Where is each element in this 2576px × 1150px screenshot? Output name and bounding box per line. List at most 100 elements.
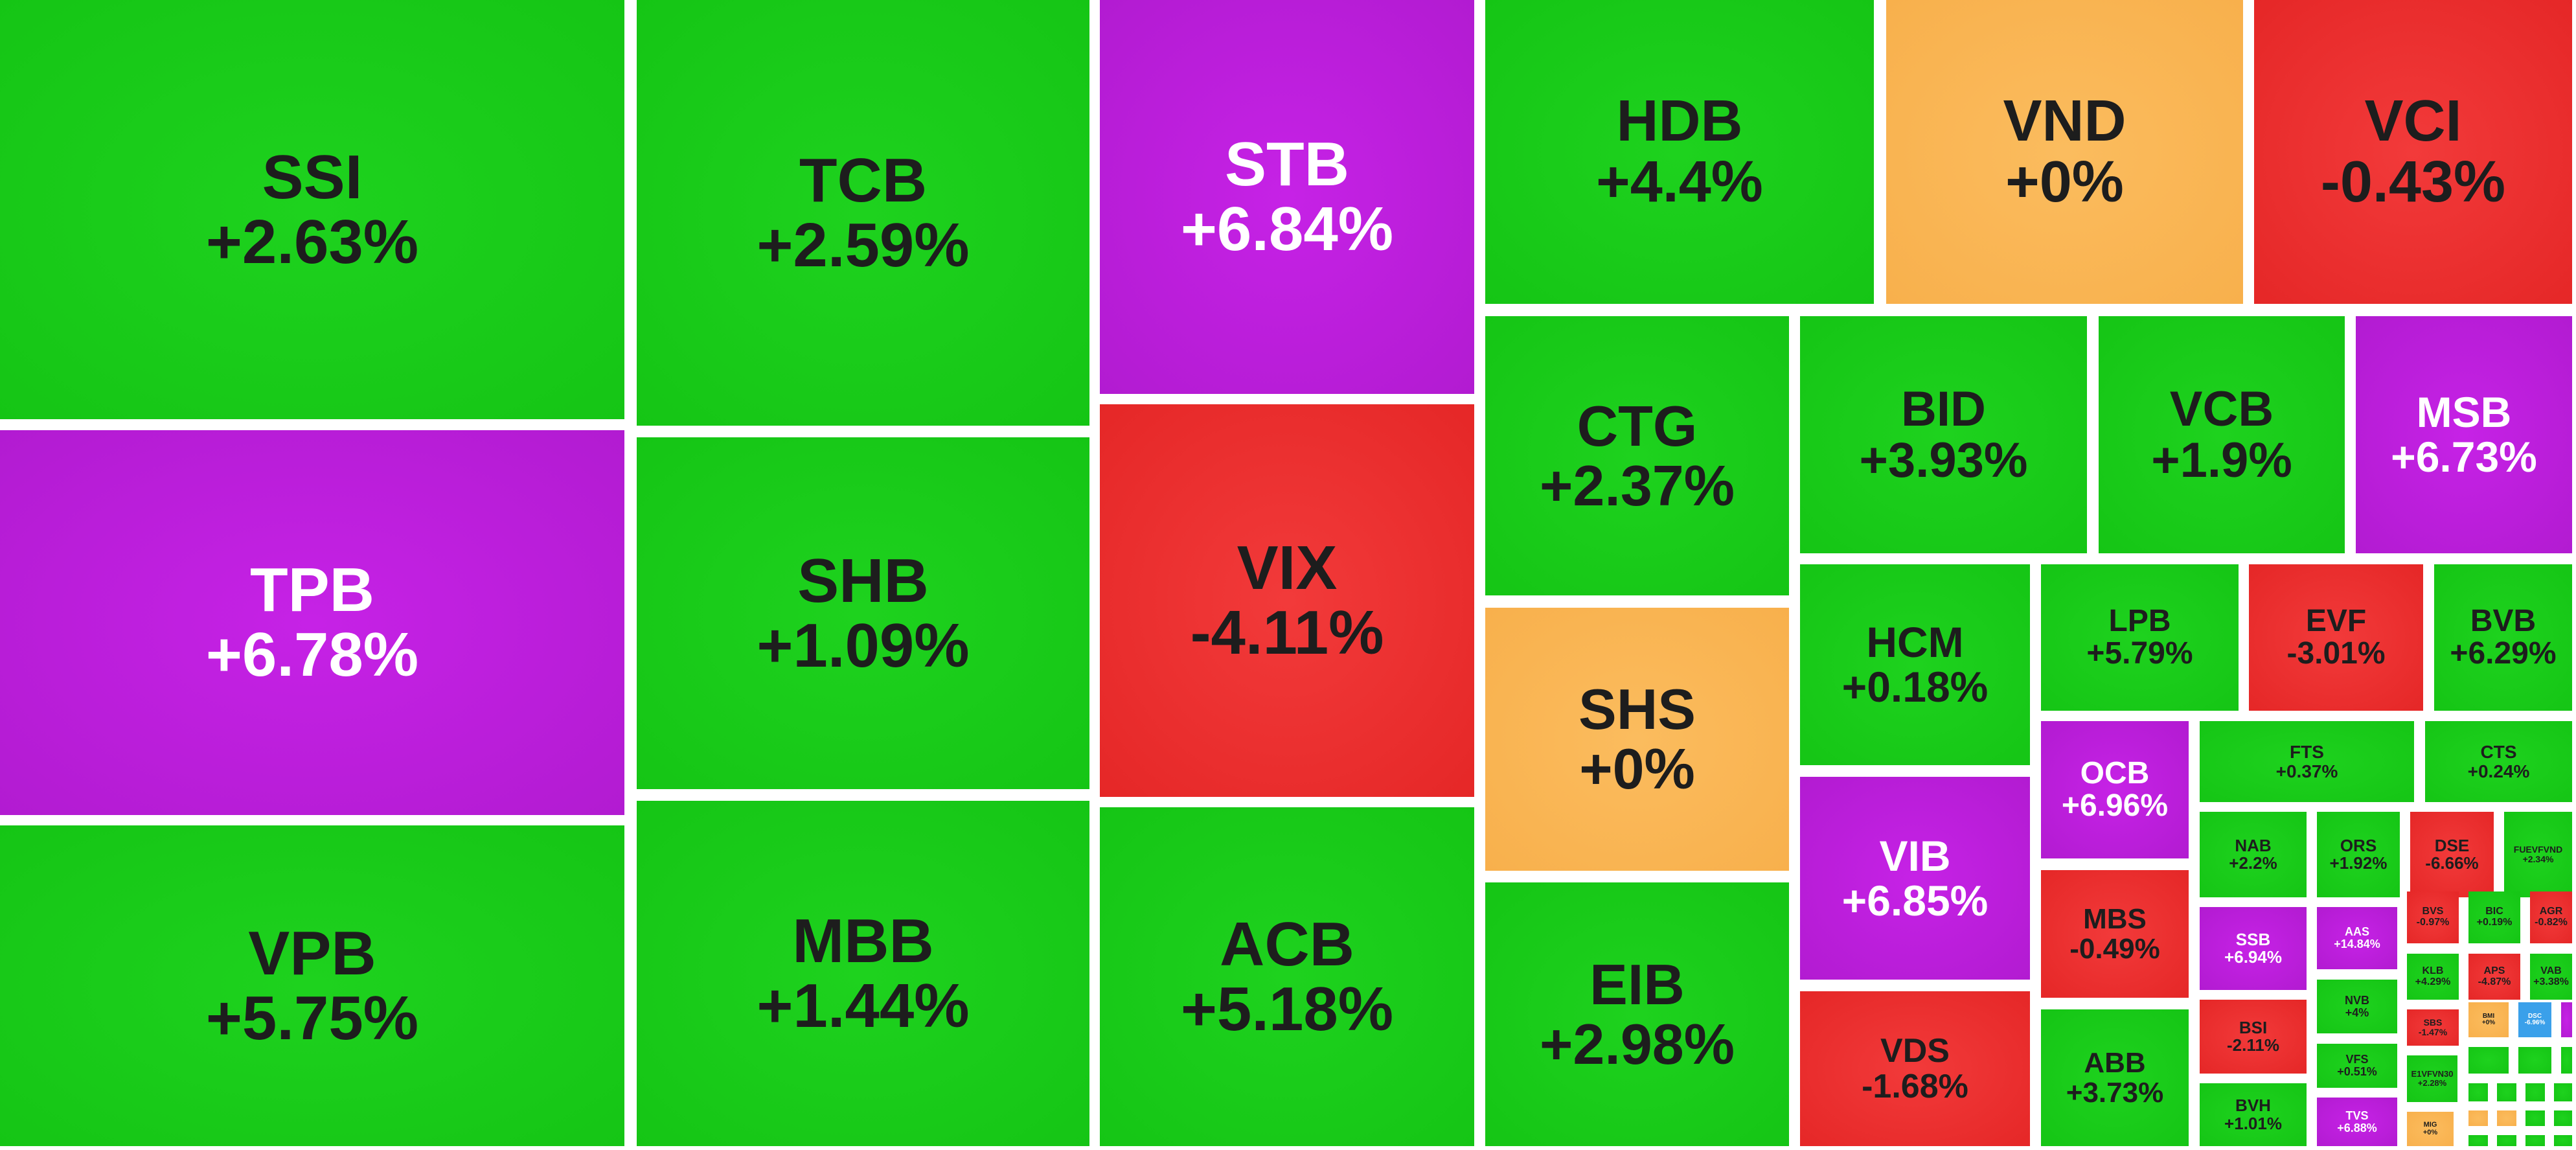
tile-bvb[interactable]: BVB +6.29% xyxy=(2434,564,2572,711)
tile-symbol: NAB xyxy=(2235,835,2272,855)
tile-change: +5.79% xyxy=(2086,636,2193,671)
tile-change: -0.43% xyxy=(2320,149,2506,214)
tile-small-61[interactable] xyxy=(2525,1110,2545,1126)
tile-symbol: STB xyxy=(1225,130,1349,200)
tile-symbol: BMI xyxy=(2482,1012,2495,1020)
tile-ssi[interactable]: SSI +2.63% xyxy=(0,0,624,419)
tile-small-57[interactable] xyxy=(2525,1083,2545,1101)
tile-small-62[interactable] xyxy=(2554,1110,2572,1126)
tile-stb[interactable]: STB +6.84% xyxy=(1100,0,1474,394)
tile-small-58[interactable] xyxy=(2554,1083,2572,1101)
tile-small-52[interactable] xyxy=(2468,1047,2509,1074)
tile-dsc[interactable]: DSC -6.96% xyxy=(2518,1002,2551,1037)
tile-small-54[interactable] xyxy=(2561,1047,2572,1074)
tile-shb[interactable]: SHB +1.09% xyxy=(637,437,1089,789)
tile-vix[interactable]: VIX -4.11% xyxy=(1100,404,1474,797)
tile-change: +14.84% xyxy=(2334,937,2380,950)
tile-hdb[interactable]: HDB +4.4% xyxy=(1485,0,1874,304)
tile-hcm[interactable]: HCM +0.18% xyxy=(1800,564,2030,765)
tile-nvb[interactable]: NVB +4% xyxy=(2317,980,2397,1033)
tile-ssb[interactable]: SSB +6.94% xyxy=(2200,907,2307,990)
tile-shs[interactable]: SHS +0% xyxy=(1485,608,1789,871)
tile-dse[interactable]: DSE -6.66% xyxy=(2410,812,2494,897)
tile-symbol: AGR xyxy=(2539,906,2563,917)
tile-tcb[interactable]: TCB +2.59% xyxy=(637,0,1089,426)
tile-change: +0% xyxy=(2481,1019,2496,1026)
tile-small-60[interactable] xyxy=(2497,1110,2516,1126)
tile-symbol: FTS xyxy=(2290,742,2324,763)
tile-change: +6.85% xyxy=(1841,876,1989,925)
tile-vnd[interactable]: VND +0% xyxy=(1886,0,2243,304)
tile-e1vfvn30[interactable]: E1VFVN30 +2.28% xyxy=(2407,1055,2457,1102)
tile-small-56[interactable] xyxy=(2497,1083,2516,1101)
tile-change: +4% xyxy=(2345,1006,2369,1019)
tile-change: +5.75% xyxy=(205,983,419,1053)
tile-sbs[interactable]: SBS -1.47% xyxy=(2407,1009,2459,1046)
tile-symbol: BVH xyxy=(2235,1096,2271,1116)
tile-change: -6.66% xyxy=(2425,853,2479,873)
tile-small-66[interactable] xyxy=(2554,1135,2572,1146)
tile-small-55[interactable] xyxy=(2468,1083,2488,1101)
tile-symbol: VND xyxy=(2003,88,2126,154)
tile-tpb[interactable]: TPB +6.78% xyxy=(0,430,624,815)
tile-evf[interactable]: EVF -3.01% xyxy=(2249,564,2423,711)
tile-symbol: LPB xyxy=(2108,604,2171,639)
tile-vib[interactable]: VIB +6.85% xyxy=(1800,777,2030,980)
tile-change: +0% xyxy=(2422,1128,2438,1136)
tile-change: +1.92% xyxy=(2329,853,2388,873)
tile-change: +5.18% xyxy=(1180,974,1394,1044)
tile-vds[interactable]: VDS -1.68% xyxy=(1800,991,2030,1146)
tile-small-63[interactable] xyxy=(2468,1135,2488,1146)
tile-ocb[interactable]: OCB +6.96% xyxy=(2041,721,2189,858)
tile-change: +6.94% xyxy=(2224,947,2282,967)
tile-agr[interactable]: AGR -0.82% xyxy=(2530,891,2572,943)
tile-small-53[interactable] xyxy=(2518,1047,2551,1074)
tile-mbs[interactable]: MBS -0.49% xyxy=(2041,870,2189,998)
tile-eib[interactable]: EIB +2.98% xyxy=(1485,882,1789,1146)
tile-aas[interactable]: AAS +14.84% xyxy=(2317,907,2397,969)
tile-klb[interactable]: KLB +4.29% xyxy=(2407,954,2459,1000)
tile-change: -4.11% xyxy=(1190,598,1384,667)
tile-bid[interactable]: BID +3.93% xyxy=(1800,316,2087,553)
tile-small-65[interactable] xyxy=(2525,1135,2545,1146)
tile-ctg[interactable]: CTG +2.37% xyxy=(1485,316,1789,595)
tile-aps[interactable]: APS -4.87% xyxy=(2468,954,2520,1000)
tile-vab[interactable]: VAB +3.38% xyxy=(2530,954,2572,1000)
tile-lpb[interactable]: LPB +5.79% xyxy=(2041,564,2239,711)
tile-vci[interactable]: VCI -0.43% xyxy=(2254,0,2572,304)
tile-mbb[interactable]: MBB +1.44% xyxy=(637,801,1089,1146)
tile-bvh[interactable]: BVH +1.01% xyxy=(2200,1083,2307,1146)
tile-ors[interactable]: ORS +1.92% xyxy=(2317,812,2400,897)
tile-symbol: ORS xyxy=(2340,835,2377,855)
tile-fuevfvnd[interactable]: FUEVFVND +2.34% xyxy=(2504,812,2572,897)
tile-acb[interactable]: ACB +5.18% xyxy=(1100,807,1474,1146)
tile-nab[interactable]: NAB +2.2% xyxy=(2200,812,2307,897)
tile-small-64[interactable] xyxy=(2497,1135,2516,1146)
tile-cts[interactable]: CTS +0.24% xyxy=(2425,721,2572,802)
tile-symbol: TCB xyxy=(799,145,928,215)
tile-bsi[interactable]: BSI -2.11% xyxy=(2200,1000,2307,1074)
tile-bic[interactable]: BIC +0.19% xyxy=(2468,891,2520,943)
tile-change: +2.63% xyxy=(205,207,419,277)
tile-evs[interactable] xyxy=(2561,1002,2572,1037)
tile-bvs[interactable]: BVS -0.97% xyxy=(2407,891,2459,943)
tile-vcb[interactable]: VCB +1.9% xyxy=(2099,316,2345,553)
tile-change: +4.4% xyxy=(1596,149,1763,214)
tile-bmi[interactable]: BMI +0% xyxy=(2468,1002,2509,1037)
tile-change: +0.19% xyxy=(2476,917,2513,928)
tile-change: -6.96% xyxy=(2524,1019,2546,1026)
tile-tvs[interactable]: TVS +6.88% xyxy=(2317,1098,2397,1146)
tile-symbol: BID xyxy=(1901,381,1986,437)
tile-small-59[interactable] xyxy=(2468,1110,2488,1126)
tile-mig[interactable]: MIG +0% xyxy=(2407,1112,2454,1146)
tile-symbol: BSI xyxy=(2239,1017,2268,1037)
tile-symbol: E1VFVN30 xyxy=(2411,1069,2454,1079)
tile-vpb[interactable]: VPB +5.75% xyxy=(0,825,624,1146)
tile-symbol: MSB xyxy=(2416,388,2512,437)
tile-symbol: VIX xyxy=(1237,533,1338,603)
tile-fts[interactable]: FTS +0.37% xyxy=(2200,721,2414,802)
tile-symbol: VPB xyxy=(248,918,376,988)
tile-abb[interactable]: ABB +3.73% xyxy=(2041,1009,2189,1146)
tile-vfs[interactable]: VFS +0.51% xyxy=(2317,1044,2397,1088)
tile-msb[interactable]: MSB +6.73% xyxy=(2356,316,2572,553)
